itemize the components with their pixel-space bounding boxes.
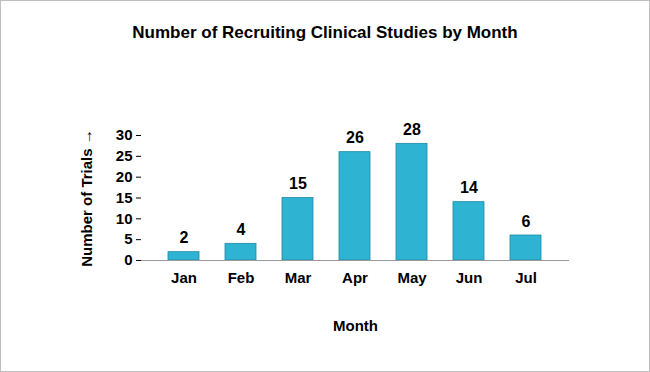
- html-text:Number of Recruiting Clinical: Number of Recruiting Clinical Studies by…: [132, 23, 518, 42]
- svg-text:28: 28: [403, 121, 421, 138]
- svg-text:May: May: [397, 269, 427, 286]
- svg-text:Apr: Apr: [342, 269, 368, 286]
- svg-text:Jul: Jul: [515, 269, 537, 286]
- svg-text:4: 4: [237, 221, 246, 238]
- svg-text:Number of Trials →: Number of Trials →: [78, 129, 95, 267]
- svg-text:2: 2: [180, 229, 189, 246]
- svg-text:25: 25: [116, 147, 133, 164]
- svg-text:Mar: Mar: [285, 269, 312, 286]
- svg-text:14: 14: [460, 179, 478, 196]
- svg-text:Month: Month: [333, 317, 378, 334]
- svg-text:15: 15: [289, 175, 307, 192]
- svg-text:Jan: Jan: [171, 269, 197, 286]
- svg-text:Jun: Jun: [456, 269, 483, 286]
- svg-text:20: 20: [116, 168, 133, 185]
- svg-text:0: 0: [124, 251, 132, 268]
- svg-text:26: 26: [346, 129, 364, 146]
- svg-text:15: 15: [116, 189, 133, 206]
- svg-text:6: 6: [522, 213, 531, 230]
- svg-text:10: 10: [116, 210, 133, 227]
- svg-text:Feb: Feb: [228, 269, 255, 286]
- svg-text:30: 30: [116, 126, 133, 143]
- svg-text:5: 5: [124, 230, 132, 247]
